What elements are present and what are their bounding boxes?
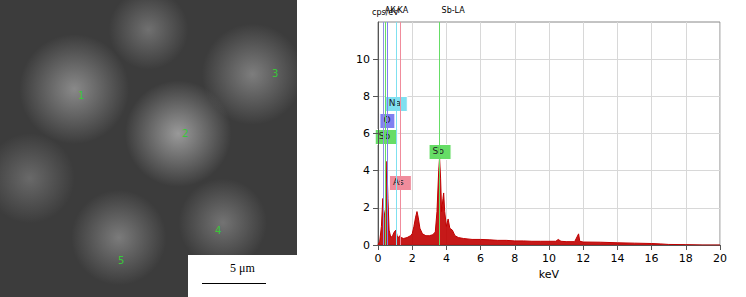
svg-text:8: 8 (363, 90, 370, 103)
html-text:3: 3 (272, 68, 279, 79)
html-text:1: 1 (78, 90, 85, 101)
html-text:2: 2 (182, 128, 189, 139)
svg-text:0: 0 (363, 239, 370, 252)
svg-text:10: 10 (356, 53, 370, 66)
svg-text:Na: Na (389, 98, 401, 108)
svg-text:6: 6 (363, 127, 370, 140)
svg-text:0: 0 (375, 252, 382, 265)
svg-text:8: 8 (511, 252, 518, 265)
svg-text:cps/eV: cps/eV (372, 8, 399, 17)
svg-text:12: 12 (576, 252, 590, 265)
svg-text:Sb: Sb (379, 131, 391, 141)
svg-text:2: 2 (363, 201, 370, 214)
svg-text:As: As (393, 177, 404, 187)
svg-text:4: 4 (363, 164, 370, 177)
svg-text:20: 20 (713, 252, 727, 265)
html-text:5: 5 (118, 255, 125, 266)
svg-text:O: O (383, 115, 390, 125)
svg-text:Sb-LA: Sb-LA (442, 6, 466, 15)
svg-text:keV: keV (539, 268, 560, 281)
svg-text:14: 14 (610, 252, 624, 265)
svg-text:2: 2 (409, 252, 416, 265)
html-text:5 μm: 5 μm (230, 261, 255, 275)
svg-text:18: 18 (679, 252, 693, 265)
svg-text:16: 16 (645, 252, 659, 265)
svg-text:Sb: Sb (433, 146, 445, 156)
svg-text:6: 6 (477, 252, 484, 265)
svg-text:4: 4 (443, 252, 450, 265)
html-text:4: 4 (215, 225, 222, 236)
svg-text:10: 10 (542, 252, 556, 265)
